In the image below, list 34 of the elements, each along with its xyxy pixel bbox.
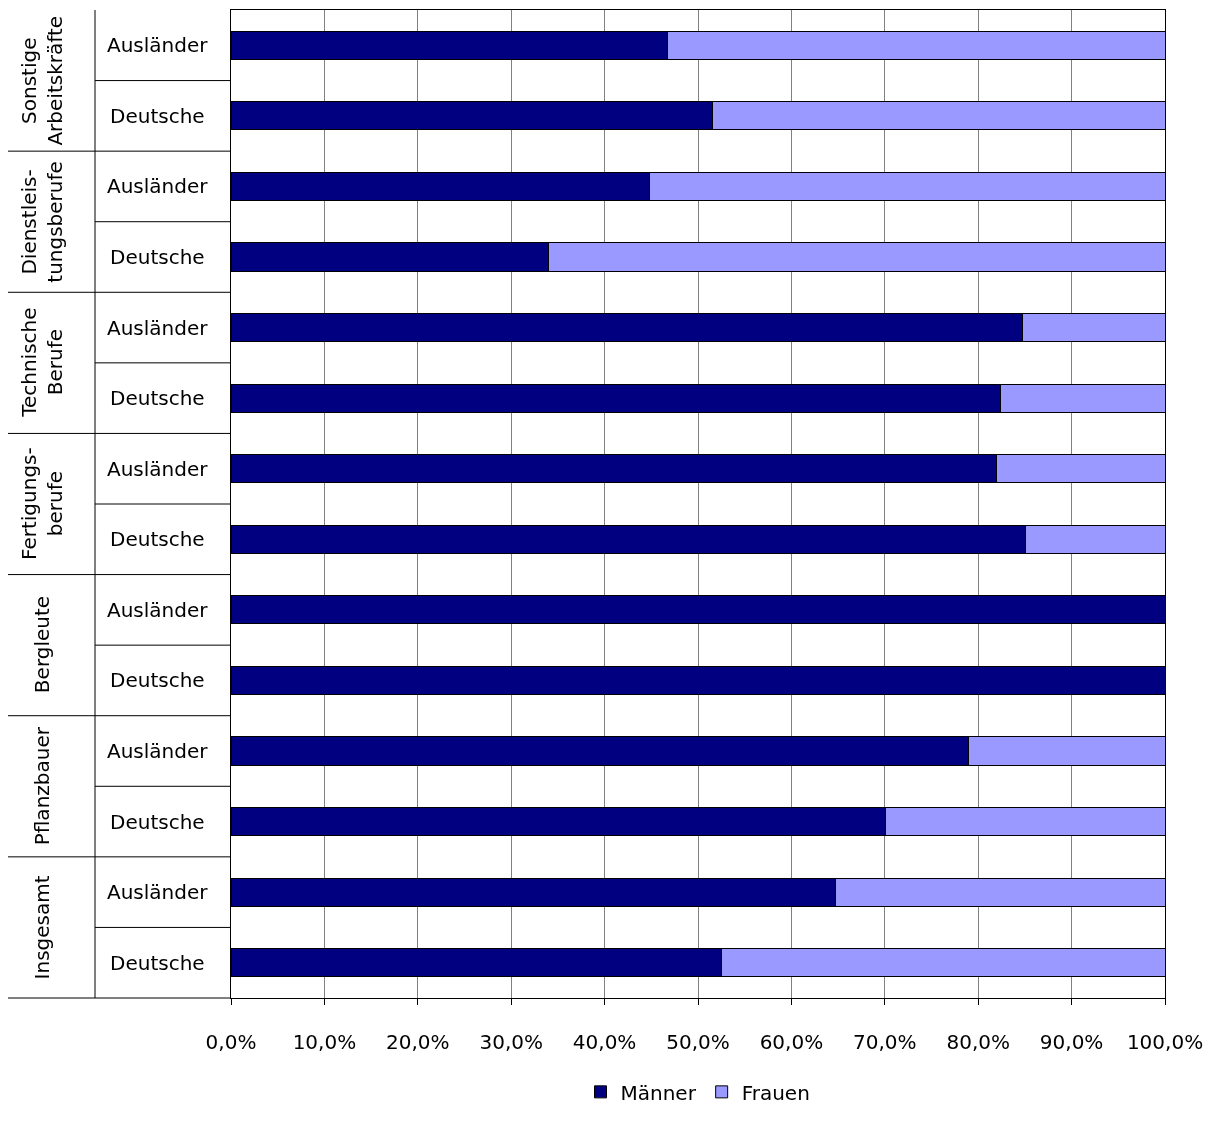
x-tick-label: 20,0%: [386, 1030, 450, 1054]
x-tick-label: 90,0%: [1039, 1030, 1104, 1054]
text: Fertigungs- berufe: [17, 447, 67, 560]
y-tick-label: Ausländer: [107, 880, 209, 904]
x-tick-label: 30,0%: [479, 1030, 543, 1054]
y-tick-label: Deutsche: [110, 951, 205, 975]
y-tick-label: Deutsche: [110, 810, 205, 834]
x-tick-label: 80,0%: [946, 1030, 1010, 1054]
text: Pflanzbauer: [29, 726, 54, 846]
x-tick-label: 50,0%: [666, 1030, 730, 1054]
legend-label: Männer: [620, 1080, 697, 1105]
y-tick-label: Deutsche: [110, 386, 205, 410]
y-tick-label: Ausländer: [107, 33, 209, 57]
y-tick-label: Ausländer: [107, 457, 209, 481]
legend-label: Frauen: [741, 1080, 810, 1105]
y-tick-label: Deutsche: [110, 245, 205, 269]
x-tick-label: 0,0%: [205, 1030, 257, 1054]
text: Technische Berufe: [17, 307, 68, 418]
x-tick-label: 40,0%: [572, 1030, 637, 1054]
y-tick-label: Deutsche: [110, 104, 205, 128]
x-tick-label: 60,0%: [759, 1030, 824, 1054]
text: Dienstleis- tungsberufe: [17, 161, 68, 283]
x-tick-label: 100,0%: [1126, 1030, 1204, 1054]
x-tick-label: 10,0%: [292, 1030, 357, 1054]
text: Sonstige Arbeitskräfte: [17, 15, 68, 146]
y-tick-label: Ausländer: [107, 316, 209, 340]
y-tick-label: Deutsche: [110, 668, 205, 692]
y-tick-label: Ausländer: [107, 739, 209, 763]
text: Insgesamt: [29, 875, 54, 980]
x-tick-label: 70,0%: [853, 1030, 917, 1054]
text: Bergleute: [29, 595, 54, 694]
y-tick-label: Deutsche: [110, 527, 205, 551]
y-tick-label: Ausländer: [107, 174, 209, 198]
y-tick-label: Ausländer: [107, 598, 209, 622]
